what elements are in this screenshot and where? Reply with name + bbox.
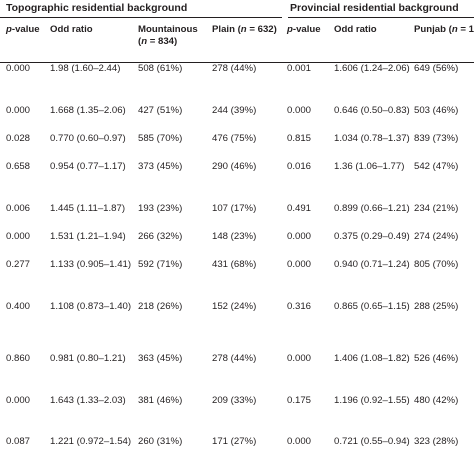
cell-odd-ratio-topo: 0.981 (0.80–1.21) [50, 353, 126, 364]
cell-punjab: 526 (46%) [414, 353, 459, 364]
cell-odd-ratio-topo: 1.668 (1.35–2.06) [50, 105, 126, 116]
cell-p-value-prov: 0.000 [287, 353, 312, 364]
cell-p-value-prov: 0.016 [287, 161, 312, 172]
cell-odd-ratio-prov: 1.196 (0.92–1.55) [334, 395, 410, 406]
cell-mountainous: 508 (61%) [138, 63, 183, 74]
cell-plain: 209 (33%) [212, 395, 257, 406]
cell-punjab: 839 (73%) [414, 133, 459, 144]
cell-p-value-prov: 0.316 [287, 301, 312, 312]
cell-p-value-topo: 0.400 [6, 301, 31, 312]
header-p-value-topo: p-value [6, 24, 40, 35]
group-title-provincial: Provincial residential background [290, 2, 459, 14]
cell-plain: 244 (39%) [212, 105, 257, 116]
cell-mountainous: 427 (51%) [138, 105, 183, 116]
cell-punjab: 323 (28%) [414, 436, 459, 447]
cell-p-value-topo: 0.000 [6, 231, 31, 242]
cell-odd-ratio-prov: 1.36 (1.06–1.77) [334, 161, 405, 172]
cell-odd-ratio-prov: 0.721 (0.55–0.94) [334, 436, 410, 447]
cell-p-value-topo: 0.006 [6, 203, 31, 214]
cell-odd-ratio-topo: 1.98 (1.60–2.44) [50, 63, 121, 74]
group-rule-provincial [288, 17, 474, 18]
cell-odd-ratio-topo: 1.221 (0.972–1.54) [50, 436, 132, 447]
cell-odd-ratio-prov: 0.646 (0.50–0.83) [334, 105, 410, 116]
cell-mountainous: 592 (71%) [138, 259, 183, 270]
header-mountainous: Mountainous (n = 834) [138, 24, 198, 47]
header-p-value-prov: p-value [287, 24, 321, 35]
cell-plain: 290 (46%) [212, 161, 257, 172]
header-rule [0, 62, 474, 63]
cell-odd-ratio-topo: 0.770 (0.60–0.97) [50, 133, 126, 144]
cell-punjab: 288 (25%) [414, 301, 459, 312]
cell-odd-ratio-prov: 1.034 (0.78–1.37) [334, 133, 410, 144]
group-title-topographic: Topographic residential background [6, 2, 188, 14]
cell-mountainous: 363 (45%) [138, 353, 183, 364]
cell-punjab: 503 (46%) [414, 105, 459, 116]
cell-plain: 278 (44%) [212, 63, 257, 74]
group-rule-topographic [0, 17, 282, 18]
cell-plain: 107 (17%) [212, 203, 257, 214]
header-odd-ratio-topo: Odd ratio [50, 24, 93, 35]
cell-mountainous: 585 (70%) [138, 133, 183, 144]
cell-odd-ratio-topo: 1.643 (1.33–2.03) [50, 395, 126, 406]
cell-odd-ratio-prov: 0.899 (0.66–1.21) [334, 203, 410, 214]
cell-mountainous: 381 (46%) [138, 395, 183, 406]
cell-p-value-topo: 0.277 [6, 259, 31, 270]
cell-odd-ratio-prov: 1.406 (1.08–1.82) [334, 353, 410, 364]
header-punjab: Punjab (n = 1 [414, 24, 474, 35]
cell-mountainous: 218 (26%) [138, 301, 183, 312]
cell-odd-ratio-topo: 1.108 (0.873–1.40) [50, 301, 132, 312]
cell-p-value-topo: 0.658 [6, 161, 31, 172]
cell-odd-ratio-prov: 0.865 (0.65–1.15) [334, 301, 410, 312]
cell-plain: 148 (23%) [212, 231, 257, 242]
cell-p-value-topo: 0.000 [6, 63, 31, 74]
cell-punjab: 234 (21%) [414, 203, 459, 214]
cell-p-value-prov: 0.175 [287, 395, 312, 406]
cell-p-value-topo: 0.000 [6, 395, 31, 406]
cell-p-value-prov: 0.000 [287, 105, 312, 116]
cell-p-value-topo: 0.860 [6, 353, 31, 364]
cell-mountainous: 373 (45%) [138, 161, 183, 172]
cell-p-value-topo: 0.028 [6, 133, 31, 144]
cell-p-value-prov: 0.000 [287, 231, 312, 242]
cell-mountainous: 260 (31%) [138, 436, 183, 447]
cell-odd-ratio-topo: 1.531 (1.21–1.94) [50, 231, 126, 242]
cell-odd-ratio-topo: 1.133 (0.905–1.41) [50, 259, 132, 270]
cell-punjab: 805 (70%) [414, 259, 459, 270]
cell-punjab: 542 (47%) [414, 161, 459, 172]
cell-plain: 171 (27%) [212, 436, 257, 447]
cell-odd-ratio-prov: 1.606 (1.24–2.06) [334, 63, 410, 74]
cell-plain: 476 (75%) [212, 133, 257, 144]
cell-punjab: 649 (56%) [414, 63, 459, 74]
cell-mountainous: 266 (32%) [138, 231, 183, 242]
cell-p-value-prov: 0.000 [287, 259, 312, 270]
cell-p-value-prov: 0.001 [287, 63, 312, 74]
cell-punjab: 480 (42%) [414, 395, 459, 406]
cell-mountainous: 193 (23%) [138, 203, 183, 214]
cell-odd-ratio-prov: 0.940 (0.71–1.24) [334, 259, 410, 270]
cell-p-value-prov: 0.000 [287, 436, 312, 447]
cell-p-value-prov: 0.815 [287, 133, 312, 144]
cell-odd-ratio-topo: 1.445 (1.11–1.87) [50, 203, 126, 214]
header-plain: Plain (n = 632) [212, 24, 277, 35]
cell-plain: 278 (44%) [212, 353, 257, 364]
cell-plain: 431 (68%) [212, 259, 257, 270]
cell-plain: 152 (24%) [212, 301, 257, 312]
cell-p-value-topo: 0.087 [6, 436, 31, 447]
cell-odd-ratio-prov: 0.375 (0.29–0.49) [334, 231, 410, 242]
cell-odd-ratio-topo: 0.954 (0.77–1.17) [50, 161, 126, 172]
cell-p-value-topo: 0.000 [6, 105, 31, 116]
cell-punjab: 274 (24%) [414, 231, 459, 242]
header-odd-ratio-prov: Odd ratio [334, 24, 377, 35]
cell-p-value-prov: 0.491 [287, 203, 312, 214]
